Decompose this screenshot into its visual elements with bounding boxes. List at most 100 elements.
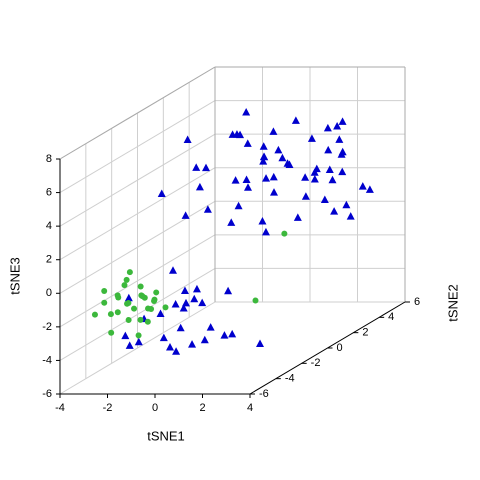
point bbox=[338, 147, 347, 156]
point bbox=[270, 188, 278, 196]
point bbox=[181, 211, 190, 219]
point bbox=[101, 287, 108, 294]
point bbox=[137, 316, 144, 323]
point bbox=[121, 331, 130, 340]
point bbox=[301, 173, 310, 181]
point bbox=[159, 333, 168, 342]
point bbox=[307, 134, 316, 142]
point bbox=[242, 175, 251, 183]
point bbox=[182, 298, 190, 307]
point bbox=[114, 292, 121, 299]
z-axis-label: tSNE3 bbox=[7, 257, 22, 295]
point bbox=[258, 216, 267, 225]
box-edge bbox=[59, 66, 216, 160]
point bbox=[269, 127, 278, 135]
point bbox=[144, 318, 151, 325]
x-tick-label: 0 bbox=[152, 402, 158, 414]
point bbox=[190, 294, 199, 303]
y-tick-label: 6 bbox=[414, 296, 420, 308]
y-tick-label: 2 bbox=[362, 327, 368, 339]
point bbox=[220, 331, 229, 339]
x-tick-label: -2 bbox=[103, 402, 113, 414]
point bbox=[330, 207, 339, 215]
point bbox=[180, 286, 189, 294]
point bbox=[123, 276, 130, 283]
x-axis-label: tSNE1 bbox=[147, 428, 185, 443]
point bbox=[125, 316, 132, 323]
point bbox=[283, 159, 292, 167]
z-tick-label: 8 bbox=[46, 153, 52, 165]
point bbox=[335, 135, 344, 143]
y-tick-label: -2 bbox=[311, 357, 321, 369]
point bbox=[183, 135, 192, 144]
point bbox=[125, 341, 134, 349]
z-tick-label: -2 bbox=[42, 321, 52, 333]
point bbox=[323, 123, 332, 132]
point bbox=[171, 299, 180, 308]
point bbox=[153, 289, 160, 296]
point bbox=[126, 269, 133, 276]
y-tick-label: -6 bbox=[259, 388, 269, 400]
point bbox=[228, 329, 237, 338]
point bbox=[202, 163, 210, 172]
point bbox=[91, 311, 98, 318]
point bbox=[192, 163, 201, 171]
point bbox=[244, 183, 252, 191]
y-tick-label: 4 bbox=[388, 311, 394, 323]
point bbox=[293, 213, 302, 221]
point bbox=[333, 121, 342, 130]
point bbox=[156, 309, 165, 317]
point bbox=[261, 227, 270, 236]
x-tick-label: -4 bbox=[55, 402, 65, 414]
point bbox=[108, 329, 115, 336]
point bbox=[274, 145, 283, 154]
point bbox=[227, 218, 236, 226]
z-tick-label: 4 bbox=[46, 220, 52, 232]
x-tick-label: 2 bbox=[199, 402, 205, 414]
point bbox=[192, 284, 201, 293]
point bbox=[137, 283, 144, 290]
point bbox=[188, 340, 197, 348]
z-tick-label: 2 bbox=[46, 254, 52, 266]
point bbox=[259, 152, 268, 161]
point bbox=[342, 200, 351, 209]
point bbox=[346, 212, 355, 220]
point bbox=[259, 142, 268, 150]
point bbox=[224, 286, 233, 295]
point bbox=[236, 130, 245, 139]
point bbox=[131, 305, 138, 312]
z-tick-label: 0 bbox=[46, 287, 52, 299]
point bbox=[124, 300, 131, 307]
point bbox=[310, 175, 319, 183]
y-tick-label: -4 bbox=[285, 373, 295, 385]
z-tick-label: -4 bbox=[42, 354, 52, 366]
point bbox=[259, 157, 268, 165]
point bbox=[320, 195, 329, 204]
point bbox=[252, 297, 259, 304]
point bbox=[243, 139, 252, 147]
point bbox=[166, 343, 174, 351]
point bbox=[162, 304, 169, 311]
point bbox=[234, 201, 243, 210]
point bbox=[325, 165, 334, 173]
point bbox=[114, 309, 121, 316]
point bbox=[242, 108, 251, 116]
point bbox=[291, 116, 300, 124]
point bbox=[256, 339, 264, 347]
point bbox=[107, 311, 114, 318]
point bbox=[169, 266, 177, 274]
z-tick-label: 6 bbox=[46, 186, 52, 198]
y-tick-label: 0 bbox=[337, 342, 343, 354]
point bbox=[228, 130, 237, 138]
point bbox=[121, 282, 128, 289]
point bbox=[179, 304, 188, 312]
point bbox=[157, 189, 166, 197]
point bbox=[328, 175, 337, 184]
point bbox=[278, 153, 287, 162]
point bbox=[262, 174, 271, 182]
point bbox=[365, 185, 374, 193]
point bbox=[338, 117, 347, 125]
point bbox=[203, 205, 212, 213]
point bbox=[358, 182, 367, 190]
